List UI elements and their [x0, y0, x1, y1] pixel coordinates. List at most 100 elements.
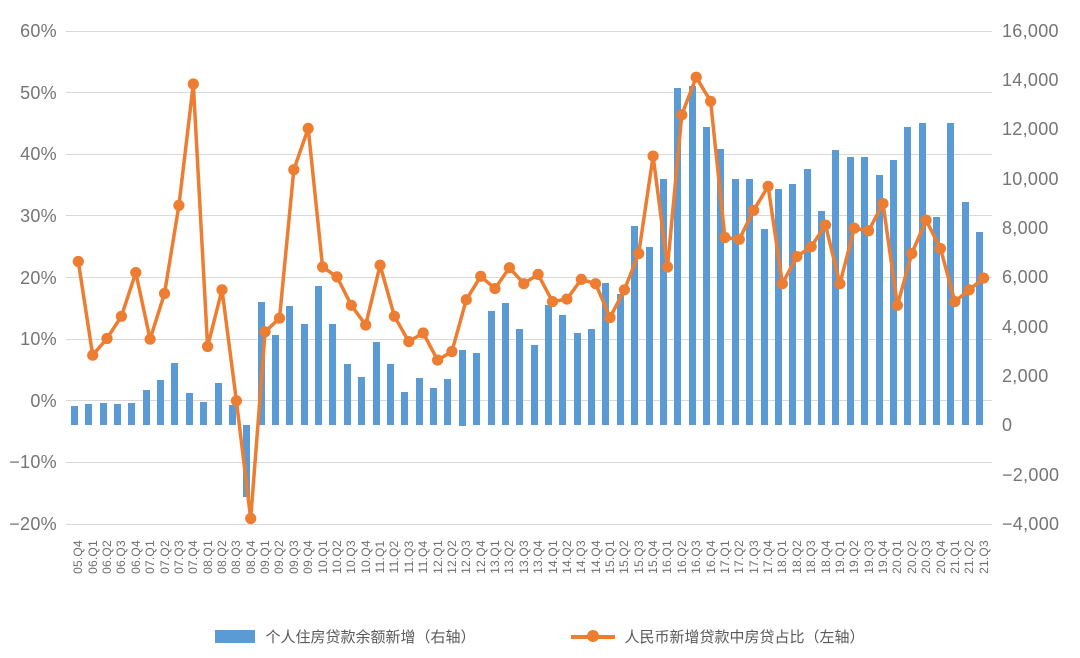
bar [530, 345, 538, 426]
right-axis-tick-label: 6,000 [1002, 267, 1049, 288]
bar [774, 189, 782, 426]
x-axis-label: 09.Q1 [258, 540, 273, 574]
bar [329, 324, 337, 426]
x-axis-label: 15.Q4 [646, 540, 661, 574]
bar [875, 175, 883, 426]
x-axis-label: 08.Q1 [200, 540, 215, 574]
bar [286, 306, 294, 426]
x-axis-label: 10.Q2 [329, 540, 344, 574]
x-axis-label: 11.Q3 [401, 540, 416, 574]
line-marker [115, 310, 127, 322]
x-axis-label: 15.Q2 [617, 540, 632, 574]
x-axis-label: 07.Q1 [143, 540, 158, 574]
left-axis-tick-label: −10% [9, 452, 57, 473]
legend: 个人住房贷款余额新增（右轴） 人民币新增贷款中房贷占比（左轴） [0, 620, 1080, 652]
x-axis-label: 19.Q1 [832, 540, 847, 574]
bar [142, 390, 150, 426]
x-axis-label: 09.Q3 [286, 540, 301, 574]
line-marker [360, 319, 372, 331]
x-axis-label: 20.Q3 [919, 540, 934, 574]
x-axis-label: 21.Q1 [947, 540, 962, 574]
bar [918, 122, 926, 426]
x-axis-label: 14.Q2 [559, 540, 574, 574]
bar [602, 282, 610, 426]
x-axis-label: 10.Q1 [315, 540, 330, 574]
line-marker [302, 122, 314, 134]
x-axis-label: 15.Q1 [602, 540, 617, 574]
x-axis-label: 10.Q3 [344, 540, 359, 574]
x-axis-label: 05.Q4 [71, 540, 86, 574]
line-marker [388, 310, 400, 322]
x-axis-label: 15.Q3 [631, 540, 646, 574]
bar [861, 157, 869, 426]
line-marker [432, 354, 444, 366]
bar [271, 335, 279, 426]
x-axis-label: 16.Q2 [674, 540, 689, 574]
bar [358, 377, 366, 426]
x-axis-label: 18.Q1 [775, 540, 790, 574]
x-axis-label: 07.Q3 [171, 540, 186, 574]
bar [631, 226, 639, 426]
bar [343, 363, 351, 426]
x-axis-label: 11.Q2 [387, 540, 402, 574]
x-axis-label: 20.Q4 [933, 540, 948, 574]
x-axis-label: 13.Q1 [488, 540, 503, 574]
bar [889, 160, 897, 426]
x-axis-label: 07.Q2 [157, 540, 172, 574]
gridline [66, 153, 992, 155]
x-axis-label: 20.Q2 [904, 540, 919, 574]
line-marker [374, 259, 386, 271]
x-axis-label: 14.Q1 [545, 540, 560, 574]
right-axis-tick-label: 0 [1002, 415, 1013, 436]
line-marker [288, 164, 300, 176]
right-axis-tick-label: 14,000 [1002, 70, 1059, 91]
line-marker [273, 312, 286, 324]
x-axis-label: 08.Q3 [229, 540, 244, 574]
x-axis-label: 06.Q4 [128, 540, 143, 574]
x-axis-label: 09.Q4 [301, 540, 316, 574]
right-axis-tick-label: −2,000 [1002, 464, 1060, 485]
x-axis-label: 12.Q4 [473, 540, 488, 574]
line-marker [216, 284, 228, 296]
bar [573, 333, 581, 426]
x-axis-label: 18.Q3 [804, 540, 819, 574]
bar [731, 179, 739, 426]
line-marker [503, 262, 515, 274]
bar [645, 246, 653, 426]
bar [846, 157, 854, 426]
line-marker [762, 180, 774, 192]
bar [832, 150, 840, 426]
line-marker [173, 199, 185, 211]
x-axis-label: 07.Q4 [186, 540, 201, 574]
bar [243, 425, 251, 497]
bar [703, 127, 711, 426]
bar [113, 404, 121, 426]
gridline [66, 461, 992, 463]
bar [789, 184, 797, 426]
line-marker [590, 278, 602, 290]
x-axis-label: 10.Q4 [358, 540, 373, 574]
bar [430, 387, 438, 426]
line-marker [460, 294, 472, 306]
left-axis-tick-label: 30% [20, 205, 57, 226]
x-axis-label: 11.Q4 [416, 540, 431, 574]
legend-bar-label: 个人住房贷款余额新增（右轴） [265, 628, 476, 646]
bar [85, 403, 93, 426]
left-axis-tick-label: 0% [30, 390, 57, 411]
line-marker [690, 71, 702, 83]
bar [99, 402, 107, 426]
x-axis-label: 16.Q1 [660, 540, 675, 574]
line-marker [245, 512, 257, 525]
right-axis-tick-label: 2,000 [1002, 366, 1049, 387]
bar [171, 362, 179, 426]
bar [947, 122, 955, 426]
bar [487, 311, 495, 426]
x-axis-label: 19.Q4 [876, 540, 891, 574]
right-axis-tick-label: 16,000 [1002, 20, 1059, 41]
line-marker [87, 349, 99, 361]
x-axis-label: 06.Q3 [114, 540, 129, 574]
line-marker-swatch-icon [570, 630, 615, 642]
x-axis-label: 21.Q3 [976, 540, 991, 574]
line-marker [345, 299, 357, 311]
